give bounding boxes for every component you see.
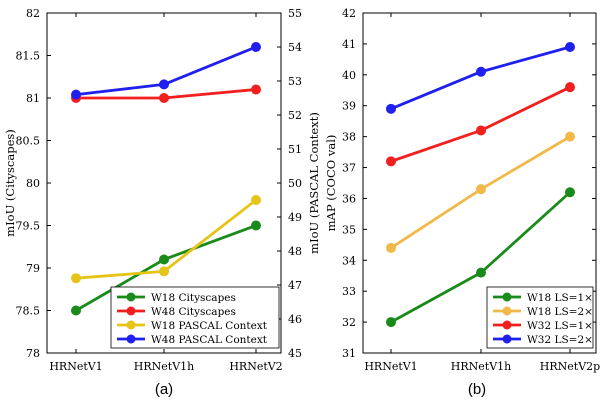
data-point xyxy=(476,184,486,195)
data-point xyxy=(71,305,81,316)
data-point xyxy=(159,266,169,277)
legend-label: W32 LS=1× xyxy=(527,320,593,332)
data-point xyxy=(71,89,81,100)
data-point xyxy=(386,242,396,253)
y-axis-label: mAP (COCO val) xyxy=(324,135,338,232)
y-tick-label-right: 50 xyxy=(288,177,302,190)
y-tick-label-right: 51 xyxy=(288,143,302,156)
y-tick-label: 80.5 xyxy=(16,135,41,148)
x-tick-label: HRNetV2 xyxy=(229,360,282,373)
y-axis-label: mIoU (Cityscapes) xyxy=(3,129,17,237)
data-point xyxy=(565,42,575,52)
legend-swatch-marker xyxy=(502,334,512,344)
legend-swatch-marker xyxy=(126,320,136,330)
y-tick-label: 82 xyxy=(26,7,40,20)
legend-swatch-marker xyxy=(126,306,136,316)
x-tick-label: HRNetV1 xyxy=(49,360,102,373)
y-tick-label: 37 xyxy=(342,162,356,175)
y-tick-label-right: 53 xyxy=(288,75,302,88)
data-point xyxy=(71,273,81,284)
series-line xyxy=(75,198,257,280)
x-tick-label: HRNetV1 xyxy=(364,360,417,373)
y-tick-label: 38 xyxy=(342,131,356,144)
data-point xyxy=(159,79,169,90)
data-point xyxy=(565,131,575,142)
legend-swatch-marker xyxy=(126,292,136,302)
data-point xyxy=(159,254,169,265)
y-tick-label: 32 xyxy=(342,316,356,329)
data-point xyxy=(476,66,486,77)
x-tick-label: HRNetV2p xyxy=(540,360,600,373)
y-tick-label-right: 45 xyxy=(288,347,302,360)
y-tick-label-right: 46 xyxy=(288,313,302,326)
x-tick-label: HRNetV1h xyxy=(451,360,511,373)
y-tick-label: 31 xyxy=(342,347,356,360)
legend-label: W48 Cityscapes xyxy=(151,306,236,318)
y-tick-label: 42 xyxy=(342,7,356,20)
y-tick-label: 80 xyxy=(26,177,40,190)
y-tick-label: 39 xyxy=(342,100,356,113)
data-point xyxy=(386,317,396,328)
y-tick-label: 79.5 xyxy=(16,220,41,233)
y-axis-label-right: mIoU (PASCAL Context) xyxy=(307,112,321,254)
panel-caption: (a) xyxy=(155,381,173,398)
y-tick-label: 78.5 xyxy=(16,305,41,318)
y-tick-label: 34 xyxy=(342,254,356,267)
data-point xyxy=(251,220,261,231)
legend-label: W48 PASCAL Context xyxy=(151,334,268,346)
data-point xyxy=(565,187,575,198)
legend-swatch-marker xyxy=(126,334,136,344)
data-point xyxy=(386,156,396,167)
x-tick-label: HRNetV1h xyxy=(134,360,194,373)
y-tick-label: 40 xyxy=(342,69,356,82)
y-tick-label: 81.5 xyxy=(16,50,41,63)
y-tick-label-right: 52 xyxy=(288,109,302,122)
legend-swatch-marker xyxy=(502,320,512,330)
data-point xyxy=(386,103,396,114)
data-point xyxy=(565,82,575,93)
panel-caption: (b) xyxy=(468,381,486,398)
y-tick-label: 79 xyxy=(26,262,40,275)
legend-label: W18 LS=2× xyxy=(527,306,593,318)
y-tick-label: 78 xyxy=(26,347,40,360)
chart-a: 78 78.5 79 79.5 80 80.5 81 81.5 82 45 46 47 48 49 50 51… xyxy=(3,7,321,398)
data-point xyxy=(159,93,169,103)
y-tick-label-right: 55 xyxy=(288,7,302,20)
y-tick-label: 33 xyxy=(342,285,356,298)
y-tick-label: 35 xyxy=(342,223,356,236)
y-tick-label-right: 47 xyxy=(288,279,302,292)
plot-frame xyxy=(362,12,597,354)
legend-label: W32 LS=2× xyxy=(527,334,593,346)
data-point xyxy=(476,125,486,136)
legend-swatch-marker xyxy=(502,306,512,316)
chart-b: 31 32 33 34 35 36 37 38 39 40 41 42 HRNetV1 HRNetV1h H… xyxy=(324,7,600,398)
data-point xyxy=(251,42,261,52)
legend-label: W18 LS=1× xyxy=(527,292,593,304)
legend-label: W18 PASCAL Context xyxy=(151,320,268,332)
legend-swatch-marker xyxy=(502,292,512,302)
y-tick-label: 41 xyxy=(342,38,356,51)
data-point xyxy=(476,267,486,278)
y-tick-label-right: 54 xyxy=(288,41,302,54)
legend-label: W18 Cityscapes xyxy=(151,292,236,304)
y-tick-label-right: 48 xyxy=(288,245,302,258)
y-tick-label: 81 xyxy=(26,92,40,105)
y-tick-label-right: 49 xyxy=(288,211,302,224)
data-point xyxy=(251,84,261,95)
y-tick-label: 36 xyxy=(342,192,356,205)
data-point xyxy=(251,195,261,205)
